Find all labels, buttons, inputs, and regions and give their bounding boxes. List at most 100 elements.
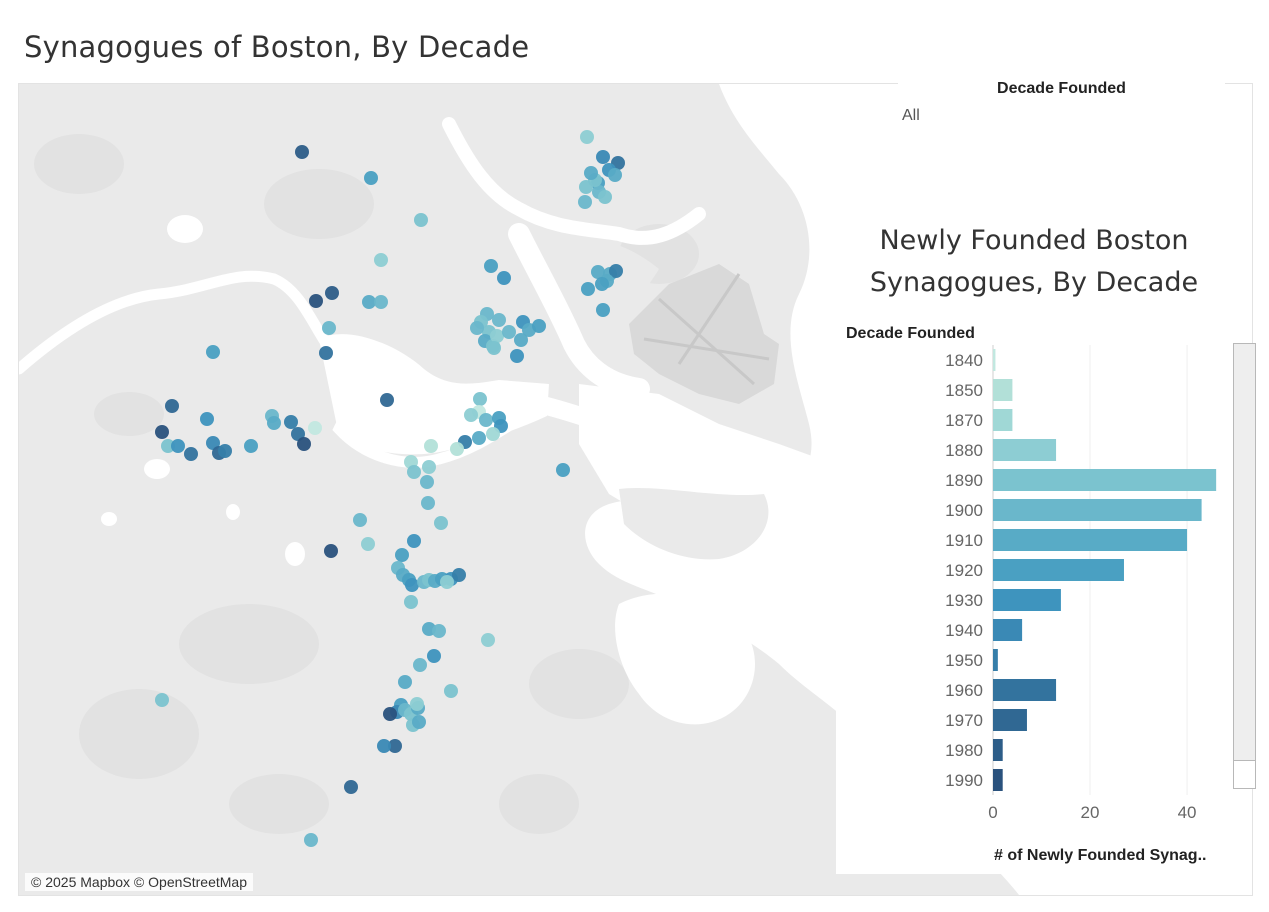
synagogue-site-marker[interactable]	[407, 534, 421, 548]
synagogue-site-marker[interactable]	[584, 166, 598, 180]
synagogue-site-marker[interactable]	[364, 171, 378, 185]
synagogue-site-marker[interactable]	[206, 345, 220, 359]
synagogue-site-marker[interactable]	[581, 282, 595, 296]
synagogue-site-marker[interactable]	[165, 399, 179, 413]
synagogue-site-marker[interactable]	[424, 439, 438, 453]
bar-1850[interactable]	[993, 379, 1013, 401]
decade-filter[interactable]: Decade Founded All	[898, 76, 1225, 138]
bar-1990[interactable]	[993, 769, 1003, 791]
synagogue-site-marker[interactable]	[319, 346, 333, 360]
synagogue-site-marker[interactable]	[184, 447, 198, 461]
synagogue-site-marker[interactable]	[434, 516, 448, 530]
synagogue-site-marker[interactable]	[609, 264, 623, 278]
synagogue-site-marker[interactable]	[608, 168, 622, 182]
synagogue-site-marker[interactable]	[284, 415, 298, 429]
synagogue-site-marker[interactable]	[510, 349, 524, 363]
synagogue-site-marker[interactable]	[413, 658, 427, 672]
synagogue-site-marker[interactable]	[398, 675, 412, 689]
synagogue-site-marker[interactable]	[421, 496, 435, 510]
synagogue-site-marker[interactable]	[324, 544, 338, 558]
synagogue-site-marker[interactable]	[380, 393, 394, 407]
synagogue-site-marker[interactable]	[295, 145, 309, 159]
synagogue-site-marker[interactable]	[325, 286, 339, 300]
synagogue-site-marker[interactable]	[487, 341, 501, 355]
synagogue-site-marker[interactable]	[322, 321, 336, 335]
synagogue-site-marker[interactable]	[395, 548, 409, 562]
chart-scrollbar[interactable]	[1233, 343, 1256, 789]
synagogue-site-marker[interactable]	[492, 313, 506, 327]
synagogue-site-marker[interactable]	[432, 624, 446, 638]
decade-bar-chart[interactable]: Newly Founded Boston Synagogues, By Deca…	[836, 214, 1231, 874]
synagogue-site-marker[interactable]	[374, 295, 388, 309]
synagogue-site-marker[interactable]	[497, 271, 511, 285]
bar-1890[interactable]	[993, 469, 1217, 491]
synagogue-site-marker[interactable]	[481, 633, 495, 647]
synagogue-site-marker[interactable]	[155, 425, 169, 439]
synagogue-site-marker[interactable]	[200, 412, 214, 426]
bar-1880[interactable]	[993, 439, 1057, 461]
synagogue-site-marker[interactable]	[596, 303, 610, 317]
synagogue-site-marker[interactable]	[344, 780, 358, 794]
bar-1840[interactable]	[993, 349, 996, 371]
synagogue-site-marker[interactable]	[161, 439, 175, 453]
synagogue-site-marker[interactable]	[308, 421, 322, 435]
bar-1910[interactable]	[993, 529, 1188, 551]
synagogue-site-marker[interactable]	[490, 329, 504, 343]
synagogue-site-marker[interactable]	[267, 416, 281, 430]
synagogue-site-marker[interactable]	[596, 150, 610, 164]
synagogue-site-marker[interactable]	[598, 190, 612, 204]
bar-1900[interactable]	[993, 499, 1202, 521]
synagogue-site-marker[interactable]	[383, 707, 397, 721]
synagogue-site-marker[interactable]	[580, 130, 594, 144]
synagogue-site-marker[interactable]	[304, 833, 318, 847]
synagogue-site-marker[interactable]	[532, 319, 546, 333]
synagogue-site-marker[interactable]	[470, 321, 484, 335]
synagogue-site-marker[interactable]	[362, 295, 376, 309]
bar-1970[interactable]	[993, 709, 1027, 731]
synagogue-site-marker[interactable]	[484, 259, 498, 273]
filter-selected-value[interactable]: All	[902, 107, 920, 124]
synagogue-site-marker[interactable]	[407, 465, 421, 479]
synagogue-site-marker[interactable]	[472, 431, 486, 445]
synagogue-site-marker[interactable]	[473, 392, 487, 406]
synagogue-site-marker[interactable]	[388, 739, 402, 753]
synagogue-site-marker[interactable]	[374, 253, 388, 267]
synagogue-site-marker[interactable]	[361, 537, 375, 551]
synagogue-site-marker[interactable]	[244, 439, 258, 453]
synagogue-site-marker[interactable]	[309, 294, 323, 308]
synagogue-site-marker[interactable]	[595, 277, 609, 291]
synagogue-site-marker[interactable]	[444, 684, 458, 698]
synagogue-site-marker[interactable]	[404, 595, 418, 609]
synagogue-site-marker[interactable]	[422, 460, 436, 474]
synagogue-site-marker[interactable]	[479, 413, 493, 427]
synagogue-site-marker[interactable]	[297, 437, 311, 451]
bar-1930[interactable]	[993, 589, 1061, 611]
synagogue-site-marker[interactable]	[414, 213, 428, 227]
synagogue-site-marker[interactable]	[353, 513, 367, 527]
synagogue-site-marker[interactable]	[420, 475, 434, 489]
map-attribution[interactable]: © 2025 Mapbox © OpenStreetMap	[25, 873, 253, 891]
synagogue-site-marker[interactable]	[440, 575, 454, 589]
scrollbar-thumb[interactable]	[1234, 344, 1255, 761]
synagogue-site-marker[interactable]	[410, 697, 424, 711]
synagogue-site-marker[interactable]	[427, 649, 441, 663]
synagogue-site-marker[interactable]	[218, 444, 232, 458]
bar-1920[interactable]	[993, 559, 1124, 581]
bar-1940[interactable]	[993, 619, 1023, 641]
bar-1960[interactable]	[993, 679, 1057, 701]
bar-1950[interactable]	[993, 649, 998, 671]
synagogue-site-marker[interactable]	[155, 693, 169, 707]
synagogue-site-marker[interactable]	[377, 739, 391, 753]
synagogue-site-marker[interactable]	[514, 333, 528, 347]
bar-1870[interactable]	[993, 409, 1013, 431]
synagogue-site-marker[interactable]	[171, 439, 185, 453]
synagogue-site-marker[interactable]	[556, 463, 570, 477]
synagogue-site-marker[interactable]	[450, 442, 464, 456]
synagogue-site-marker[interactable]	[502, 325, 516, 339]
bar-1980[interactable]	[993, 739, 1003, 761]
synagogue-site-marker[interactable]	[405, 578, 419, 592]
synagogue-site-marker[interactable]	[591, 265, 605, 279]
synagogue-site-marker[interactable]	[486, 427, 500, 441]
synagogue-site-marker[interactable]	[578, 195, 592, 209]
synagogue-site-marker[interactable]	[452, 568, 466, 582]
